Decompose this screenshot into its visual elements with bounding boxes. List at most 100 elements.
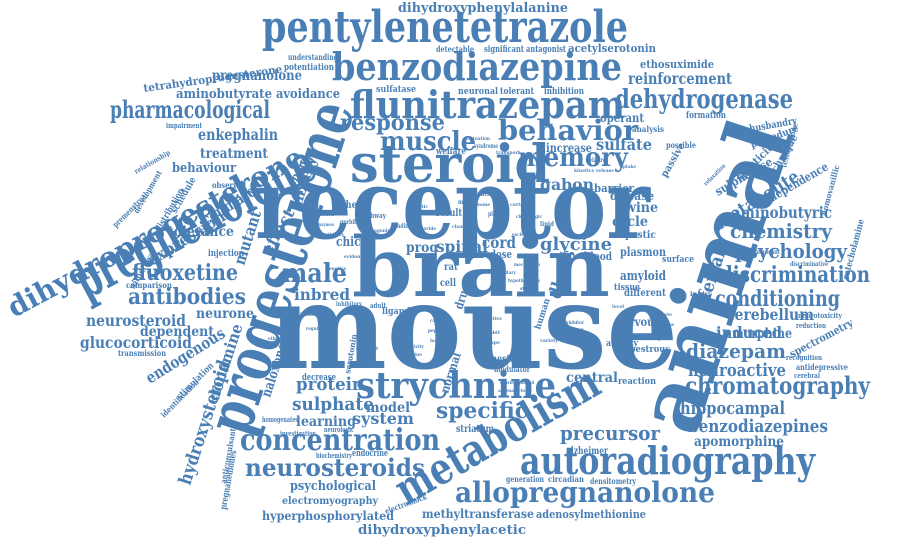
word-injury: injury — [690, 291, 713, 298]
word-lipid: lipid — [540, 221, 555, 228]
word-autoradiography: autoradiography — [520, 438, 816, 483]
word-cholinergic: cholinergic — [516, 214, 542, 220]
word-adenosylmethionine: adenosylmethionine — [536, 508, 646, 521]
word-variety: variety — [539, 338, 559, 344]
word-lactate: lactate — [430, 338, 448, 344]
word-ethosuximide: ethosuximide — [640, 58, 714, 71]
word-modulator: modulator — [494, 364, 531, 374]
word-receptor: receptor — [255, 148, 651, 261]
word-memory: memory — [518, 143, 629, 173]
word-densitometry: densitometry — [590, 476, 636, 486]
word-binding: binding — [392, 223, 413, 230]
word-response: response — [340, 110, 445, 136]
word-calcium: calcium — [430, 318, 449, 324]
word-reduction: reduction — [796, 321, 826, 330]
word-ligand: ligand — [382, 307, 411, 317]
word-reaction: reaction — [618, 377, 656, 387]
word-excitatory: excitatory — [320, 232, 345, 238]
word-enzymes: enzymes — [316, 222, 334, 228]
word-aminobutyrate: aminobutyrate — [176, 87, 272, 102]
word-central: central — [566, 370, 618, 386]
word-analysis: analysis — [632, 124, 664, 134]
word-genetics: genetics — [326, 266, 346, 272]
word-cycle: cycle — [612, 214, 648, 230]
word-induced: induced — [716, 323, 782, 342]
word-evidence: evidence — [344, 254, 366, 260]
word-swine: swine — [618, 200, 658, 216]
word-understanding: understanding — [288, 52, 338, 62]
word-fluctuation: fluctuation — [464, 136, 490, 142]
word-behaviour: behaviour — [172, 161, 236, 176]
word-impairment: impairment — [166, 121, 203, 130]
word-alzheimer: alzheimer — [566, 446, 609, 457]
word-peptide: peptide — [428, 328, 446, 334]
word-antagonist: antagonist — [526, 45, 567, 55]
word-enkephalin: enkephalin — [198, 125, 278, 144]
word-homogenates: homogenates — [262, 415, 298, 424]
word-pituitary: pituitary — [496, 270, 517, 276]
word-reinforcement: reinforcement — [628, 69, 732, 88]
word-model: model — [366, 400, 410, 416]
word-welfare: welfare — [435, 147, 466, 157]
word-glucocorticoid: glucocorticoid — [80, 333, 192, 352]
word-rabbit: rabbit — [484, 330, 501, 336]
word-learning: learning — [296, 414, 356, 430]
word-estrogen: estrogen — [646, 336, 666, 342]
word-striatum: striatum — [456, 424, 494, 435]
word-gabon: gabon — [540, 175, 594, 194]
word-dihydroxyphenylalanine: dihydroxyphenylalanine — [398, 1, 568, 16]
word-potentiation: potentiation — [284, 63, 334, 73]
word-formation: formation — [686, 111, 726, 121]
word-cortex: cortex — [510, 202, 527, 208]
word-psychological: psychological — [290, 479, 376, 494]
word-benzodiazepines: benzodiazepines — [688, 416, 828, 437]
word-neuroactive: neuroactive — [688, 360, 786, 381]
word-pharmacological: pharmacological — [110, 95, 270, 124]
word-steroid: steroid — [350, 134, 550, 195]
word-target: target — [630, 308, 645, 314]
word-pregnanolone: pregnanolone — [212, 68, 302, 84]
word-conditioning: conditioning — [715, 286, 840, 312]
word-mice: mice — [458, 199, 472, 206]
word-tolerance: tolerance — [168, 224, 234, 240]
word-surface: surface — [662, 255, 694, 265]
word-synaptic: synaptic — [408, 204, 428, 210]
word-discrimination: discrimination — [720, 262, 870, 288]
word-activity: activity — [606, 339, 639, 349]
word-syndrome: syndrome — [474, 143, 498, 150]
word-neurosteroid: neurosteroid — [86, 311, 186, 330]
word-aminobutyric: aminobutyric — [732, 203, 832, 222]
word-hormone: hormone — [468, 202, 490, 208]
word-circadian: circadian — [548, 474, 584, 484]
word-chemistry: chemistry — [730, 219, 833, 243]
word-generation: generation — [506, 474, 544, 484]
word-dehydrogenase: dehydrogenase — [615, 85, 793, 115]
word-concentration: concentration — [240, 423, 440, 458]
word-regulation: regulation — [306, 326, 330, 332]
word-dhea: dhea — [340, 200, 362, 211]
word-ovariectomized: ovariectomized — [500, 380, 534, 386]
word-increase: increase — [546, 141, 592, 155]
word-recognition: recognition — [786, 353, 822, 362]
word-relationship: relationship — [133, 148, 172, 176]
word-mouse: mouse — [268, 257, 678, 396]
word-seizure: seizure — [586, 157, 606, 164]
word-specific: specific — [436, 398, 528, 424]
word-chick: chick — [336, 235, 369, 250]
word-male: male — [282, 259, 347, 289]
word-result: result — [436, 208, 462, 219]
word-rats: rats — [478, 191, 491, 198]
word-inhibitor: inhibitor — [564, 320, 584, 326]
word-observed: observed — [212, 180, 246, 190]
word-inhibitory: inhibitory — [336, 301, 362, 308]
word-escape: escape — [482, 340, 500, 346]
word-discriminative: discriminative — [790, 261, 828, 268]
word-hippocampal: hippocampal — [680, 398, 785, 419]
word-morphine: morphine — [732, 326, 792, 342]
word-muscle: muscle — [380, 127, 476, 157]
word-neurons: neurons — [274, 306, 294, 312]
word-tissue: tissue — [614, 283, 640, 293]
word-different: different — [624, 288, 666, 299]
word-allopregnanolone: allopregnanolone — [455, 476, 715, 509]
